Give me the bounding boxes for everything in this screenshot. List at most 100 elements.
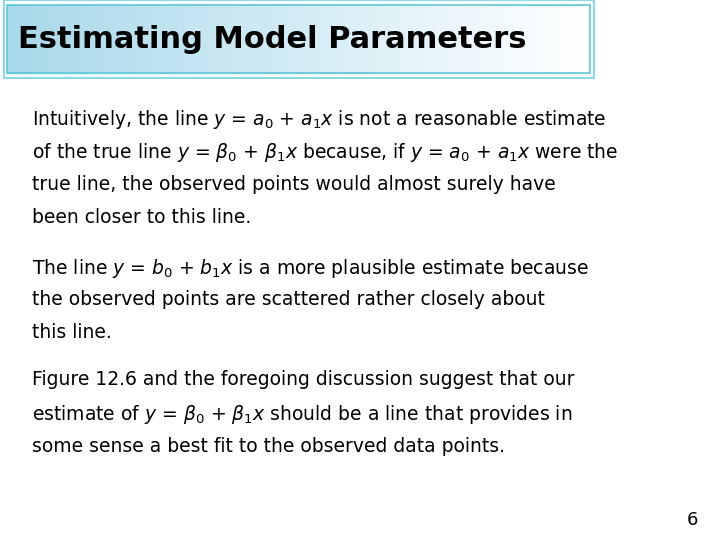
Bar: [166, 5, 169, 73]
Bar: [546, 5, 549, 73]
Bar: [518, 5, 521, 73]
Bar: [291, 5, 294, 73]
Bar: [184, 5, 186, 73]
Bar: [351, 5, 354, 73]
Bar: [392, 5, 395, 73]
Bar: [23, 5, 25, 73]
Bar: [38, 5, 41, 73]
Bar: [17, 5, 19, 73]
Bar: [528, 5, 531, 73]
Bar: [301, 5, 303, 73]
Bar: [149, 5, 152, 73]
Bar: [182, 5, 185, 73]
Bar: [390, 5, 393, 73]
Bar: [365, 5, 368, 73]
Bar: [357, 5, 360, 73]
Bar: [425, 5, 428, 73]
Bar: [27, 5, 30, 73]
Text: Intuitively, the line $y$ = $a_0$ + $a_1x$ is not a reasonable estimate: Intuitively, the line $y$ = $a_0$ + $a_1…: [32, 108, 607, 131]
Bar: [320, 5, 323, 73]
Bar: [569, 5, 572, 73]
Bar: [513, 5, 516, 73]
Bar: [336, 5, 338, 73]
Bar: [563, 5, 566, 73]
Bar: [396, 5, 399, 73]
Bar: [282, 5, 284, 73]
Bar: [307, 5, 309, 73]
Bar: [346, 5, 348, 73]
Bar: [491, 5, 494, 73]
Bar: [238, 5, 241, 73]
Bar: [246, 5, 249, 73]
Bar: [171, 5, 174, 73]
Bar: [196, 5, 199, 73]
Bar: [63, 5, 66, 73]
Bar: [449, 5, 451, 73]
Bar: [274, 5, 276, 73]
Bar: [554, 5, 556, 73]
Bar: [480, 5, 482, 73]
Bar: [151, 5, 154, 73]
Bar: [4, 0, 594, 78]
Text: 6: 6: [687, 511, 698, 529]
Bar: [165, 5, 167, 73]
Bar: [118, 5, 121, 73]
Bar: [258, 5, 261, 73]
Bar: [269, 5, 272, 73]
Bar: [205, 5, 208, 73]
Bar: [217, 5, 220, 73]
Bar: [69, 5, 72, 73]
Bar: [155, 5, 158, 73]
Bar: [213, 5, 216, 73]
Bar: [369, 5, 372, 73]
Bar: [9, 5, 12, 73]
Bar: [326, 5, 328, 73]
Bar: [349, 5, 352, 73]
Bar: [102, 5, 105, 73]
Bar: [225, 5, 228, 73]
Bar: [248, 5, 251, 73]
Bar: [235, 5, 238, 73]
Bar: [538, 5, 541, 73]
Bar: [127, 5, 130, 73]
Bar: [507, 5, 510, 73]
Bar: [58, 5, 60, 73]
Bar: [324, 5, 327, 73]
Bar: [271, 5, 274, 73]
Bar: [477, 5, 480, 73]
Bar: [462, 5, 465, 73]
Bar: [68, 5, 70, 73]
Bar: [168, 5, 171, 73]
Bar: [421, 5, 424, 73]
Bar: [19, 5, 22, 73]
Bar: [24, 5, 27, 73]
Bar: [571, 5, 574, 73]
Bar: [338, 5, 341, 73]
Bar: [32, 5, 35, 73]
Bar: [50, 5, 53, 73]
Bar: [297, 5, 300, 73]
Bar: [230, 5, 233, 73]
Bar: [252, 5, 255, 73]
Bar: [505, 5, 508, 73]
Bar: [188, 5, 191, 73]
Bar: [202, 5, 204, 73]
Bar: [521, 5, 523, 73]
Bar: [114, 5, 117, 73]
Bar: [354, 5, 356, 73]
Bar: [493, 5, 496, 73]
Bar: [89, 5, 91, 73]
Text: of the true line $y$ = $\beta_0$ + $\beta_1x$ because, if $y$ = $a_0$ + $a_1x$ w: of the true line $y$ = $\beta_0$ + $\bet…: [32, 141, 618, 165]
Bar: [194, 5, 197, 73]
Bar: [366, 5, 369, 73]
Bar: [460, 5, 463, 73]
Text: the observed points are scattered rather closely about: the observed points are scattered rather…: [32, 290, 545, 309]
Bar: [11, 5, 14, 73]
Bar: [83, 5, 86, 73]
Bar: [240, 5, 243, 73]
Bar: [212, 5, 214, 73]
Bar: [52, 5, 55, 73]
Bar: [54, 5, 56, 73]
Bar: [485, 5, 488, 73]
Bar: [552, 5, 554, 73]
